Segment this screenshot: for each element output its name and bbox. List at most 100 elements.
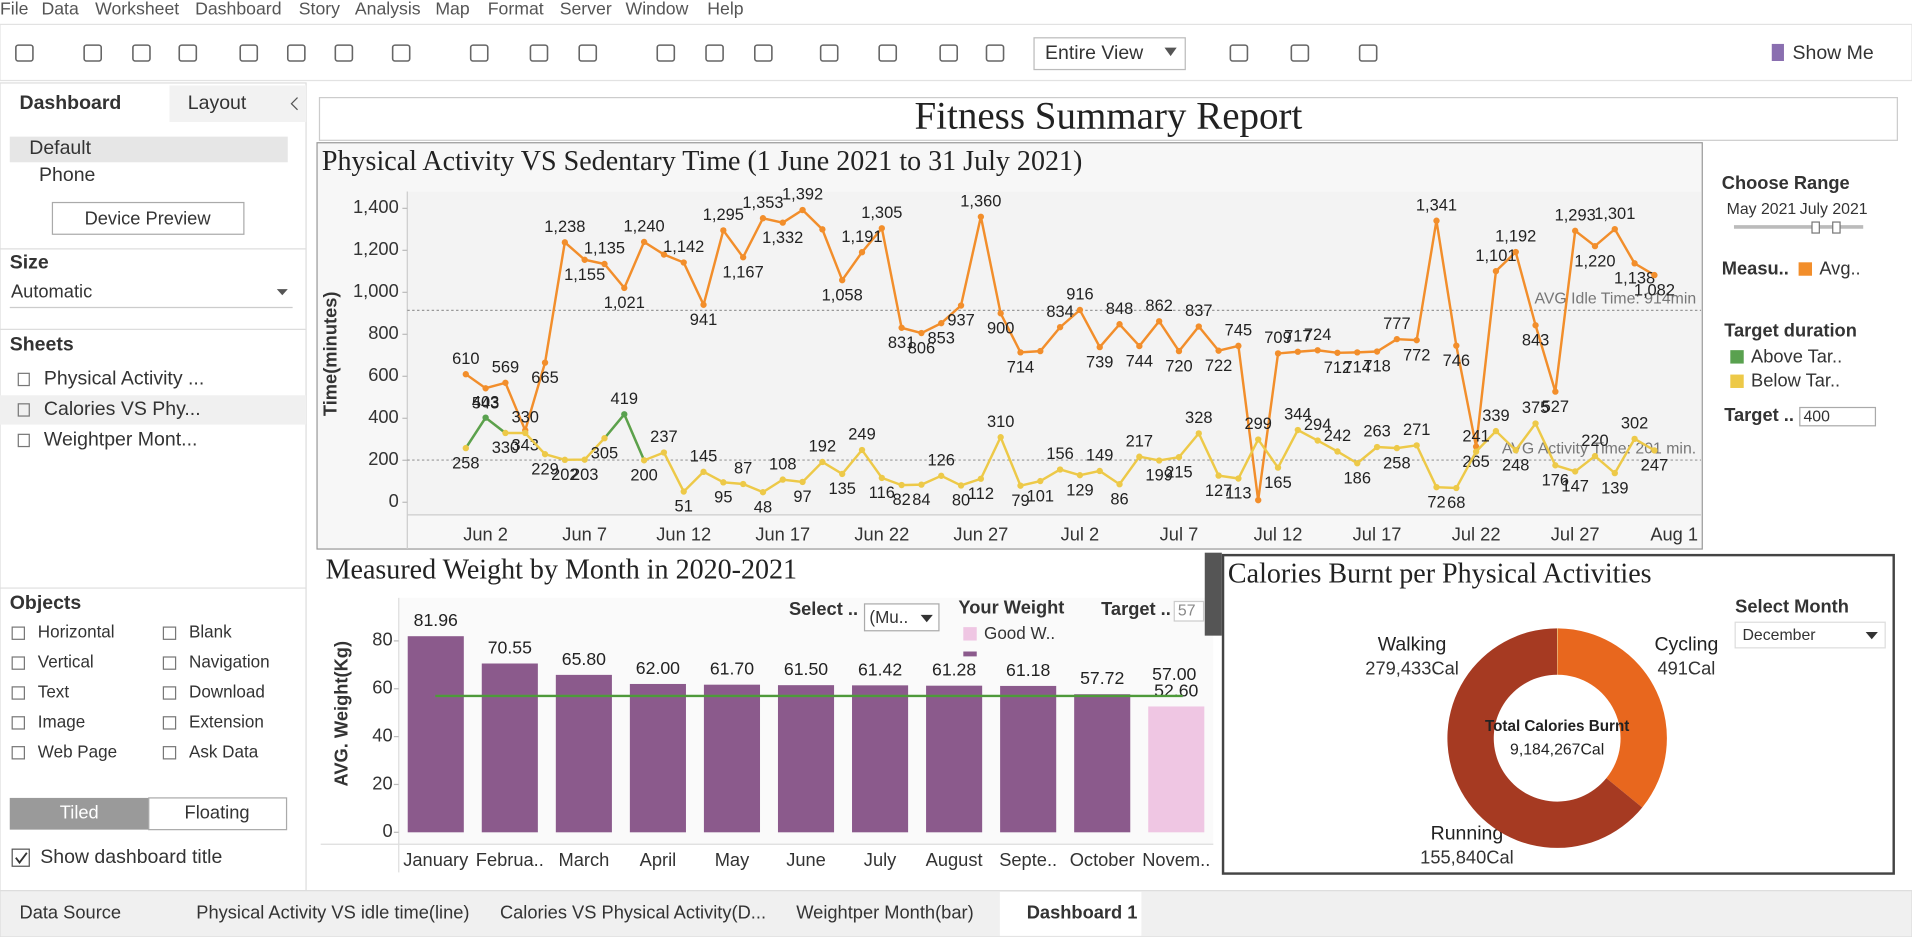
sheet-item[interactable]: Physical Activity ... [44,368,204,390]
data-point [799,478,806,486]
menu-item[interactable]: Help [707,0,744,18]
sheet-tab[interactable]: Weightper Month(bar) [796,902,973,923]
menu-item[interactable]: File [0,0,29,18]
toolbar-icon[interactable] [15,44,34,62]
object-item[interactable]: Horizontal [38,623,115,642]
menu-item[interactable]: Worksheet [95,0,179,18]
data-label: 62.00 [636,658,680,678]
y-tick-label: 60 [372,677,392,698]
data-point [1096,467,1103,475]
tiled-button[interactable] [9,797,149,830]
toolbar-icon[interactable] [705,44,724,62]
sheet-item[interactable]: Weightper Mont... [44,429,198,451]
layout-tab-label[interactable]: Layout [188,92,247,114]
checkbox[interactable] [11,848,30,867]
layout-tab[interactable] [169,85,307,123]
menu-item[interactable]: Data [41,0,78,18]
slider-handle[interactable] [1832,221,1841,234]
object-item[interactable]: Vertical [38,653,94,672]
toolbar-icon[interactable] [286,44,306,62]
toolbar-icon[interactable] [656,44,676,62]
floating-button[interactable] [148,797,288,831]
sheet-tab[interactable]: Calories VS Physical Activity(D... [500,902,766,923]
data-label: 831 [888,334,915,352]
sheet-tab[interactable]: Physical Activity VS idle time(line) [196,902,469,923]
menu-item[interactable]: Window [626,0,689,18]
x-tick-label: Jul 7 [1160,523,1199,544]
device-phone[interactable]: Phone [39,164,95,186]
target-value[interactable]: 57 [1178,602,1196,619]
menu-item[interactable]: Format [488,0,544,18]
toolbar-icon[interactable] [334,44,354,62]
object-item[interactable]: Ask Data [189,742,259,761]
object-icon [11,746,25,760]
data-point [839,276,846,284]
data-label: 113 [1225,485,1251,503]
data-label: 258 [1383,454,1410,472]
data-label: 81.96 [414,610,458,630]
sheet-item[interactable]: Calories VS Phy... [44,398,201,420]
data-point [581,256,588,263]
floating[interactable]: Floating [185,802,250,823]
object-item[interactable]: Text [38,683,70,702]
object-item[interactable]: Image [38,712,85,731]
toolbar-icon[interactable] [819,44,839,62]
toolbar-icon[interactable] [1358,44,1378,62]
toolbar-icon[interactable] [578,44,598,62]
month-dropdown[interactable] [1734,621,1886,649]
menu-item[interactable]: Server [560,0,612,18]
data-label: 772 [1403,346,1430,364]
target-value[interactable]: 400 [1803,408,1830,425]
sheet-tab[interactable]: Data Source [20,902,122,923]
toolbar-icon[interactable] [239,44,259,62]
filter-value[interactable]: (Mu.. [869,608,908,627]
toolbar-icon[interactable] [83,44,103,62]
data-label: 718 [1363,358,1390,376]
filter-title: Select .. [789,598,858,619]
toolbar-icon[interactable] [1290,44,1310,62]
toolbar-icon[interactable] [391,44,411,62]
target-input[interactable] [1173,600,1205,622]
menu-item[interactable]: Map [435,0,470,18]
object-item[interactable]: Web Page [38,742,117,761]
toolbar-icon[interactable] [1229,44,1249,62]
toolbar-icon[interactable] [939,44,959,62]
target-input[interactable] [1799,406,1877,427]
tiled[interactable]: Tiled [60,802,99,823]
sheet-tab[interactable]: Dashboard 1 [1027,902,1138,923]
show-title-label[interactable]: Show dashboard title [40,846,222,868]
toolbar-icon[interactable] [985,44,1005,62]
menu-item[interactable]: Analysis [355,0,421,18]
data-point [621,284,628,292]
container-controls[interactable] [1204,552,1222,636]
check-mark [15,852,28,865]
view-dropdown[interactable] [1033,37,1186,71]
object-item[interactable]: Extension [189,712,264,731]
toolbar-icon[interactable] [132,44,151,62]
data-point [779,476,786,483]
collapse-icon[interactable] [290,97,298,111]
data-point [1433,217,1440,224]
device-preview[interactable]: Device Preview [85,207,212,228]
device-default[interactable]: Default [29,137,91,159]
object-item[interactable]: Download [189,683,265,702]
show-me[interactable]: Show Me [1793,42,1874,64]
toolbar-icon[interactable] [754,44,773,62]
filter-value[interactable]: December [1743,627,1817,644]
menu-item[interactable]: Story [299,0,340,18]
device-preview-button[interactable] [51,201,245,235]
toolbar-icon[interactable] [878,44,898,62]
object-item[interactable]: Blank [189,623,232,642]
slider-handle[interactable] [1811,221,1820,234]
y-tick-label: 0 [389,490,399,511]
size-value[interactable]: Automatic [11,281,92,302]
data-label: 249 [848,426,875,444]
data-point [858,249,866,256]
center-title: Total Calories Burnt [1485,718,1629,735]
toolbar-icon[interactable] [529,44,549,62]
object-item[interactable]: Navigation [189,653,270,672]
toolbar-icon[interactable] [178,44,198,62]
menu-item[interactable]: Dashboard [195,0,281,18]
dashboard-tab[interactable]: Dashboard [20,92,122,114]
toolbar-icon[interactable] [469,44,489,62]
